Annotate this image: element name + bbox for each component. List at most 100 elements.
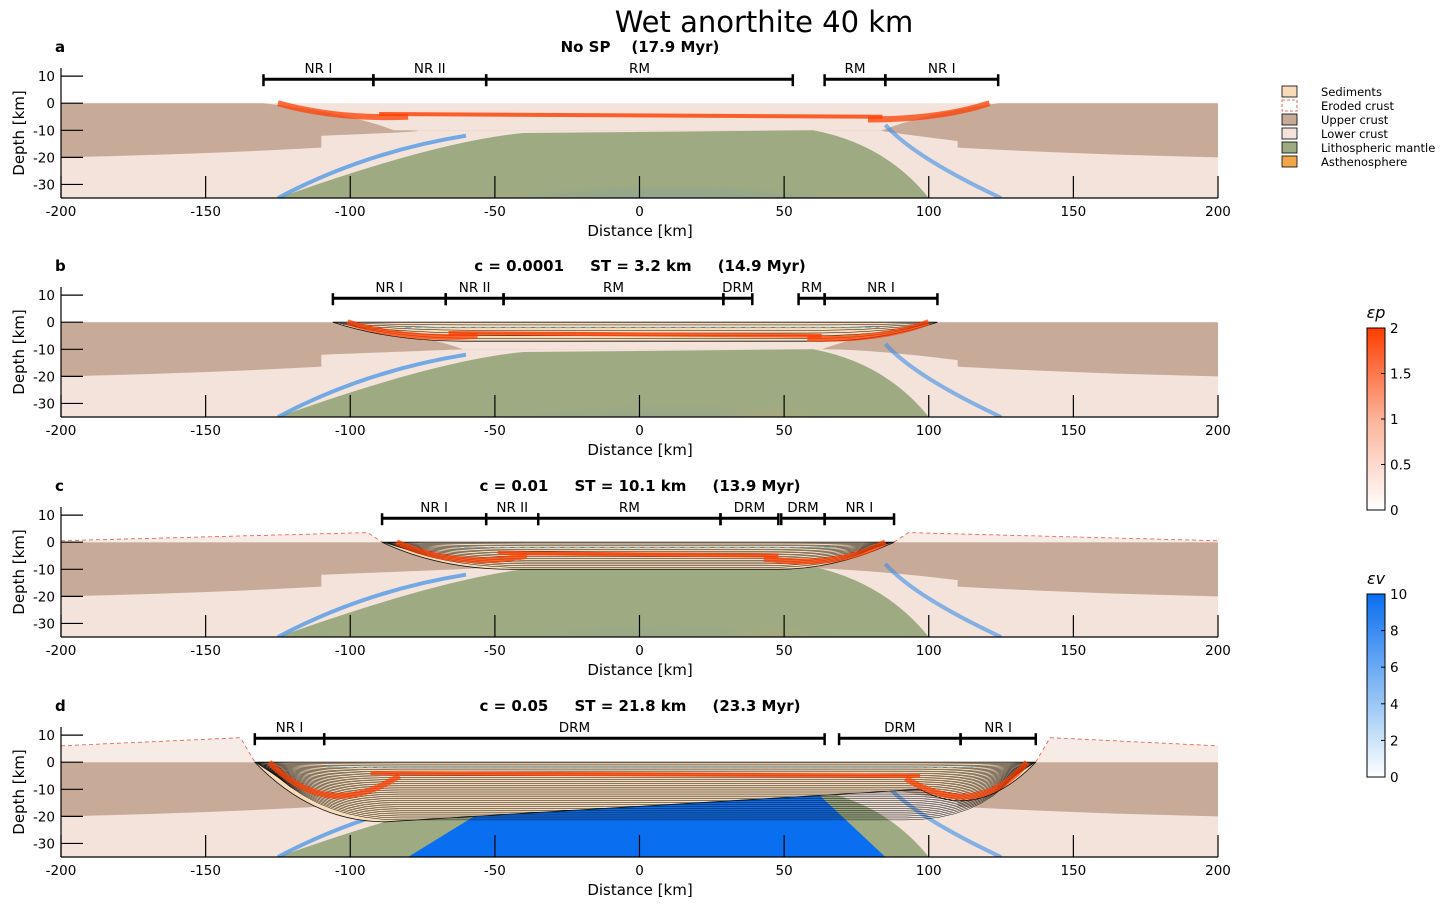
legend-item: Sediments (1281, 85, 1382, 99)
sediment-layer-line (336, 322, 935, 326)
plastic-strain-center (497, 551, 779, 558)
colorbar-tick-label: 4 (1390, 697, 1399, 713)
sediment-layer-line (261, 766, 1030, 780)
sediment-layer-line (274, 774, 1016, 815)
y-tick-label: 10 (38, 728, 55, 744)
sediment-layer-line (383, 542, 893, 545)
legend-swatch (1281, 141, 1298, 154)
panel-subtitle: No SP (17.9 Myr) (561, 38, 720, 56)
sediment-layer-line (276, 775, 1015, 819)
cross-section (61, 737, 1218, 857)
sediment-layer-line (265, 769, 1025, 792)
x-tick-label: 100 (916, 863, 942, 879)
domain-bracket: NR II (372, 61, 488, 87)
x-tick-label: -100 (335, 423, 366, 439)
asthenosphere-upwelling (682, 574, 857, 637)
sediment-layer-line (385, 542, 891, 547)
domain-label: NR I (867, 280, 895, 296)
sediment-layer-line (260, 765, 1030, 778)
panel-letter: a (55, 38, 65, 56)
eroded-crust-left (61, 737, 256, 763)
x-axis-label: Distance [km] (587, 222, 692, 240)
x-tick-label: -150 (190, 423, 221, 439)
x-tick-label: 50 (776, 423, 793, 439)
cross-section (61, 100, 1218, 198)
x-tick-label: 100 (916, 643, 942, 659)
domain-bracket: DRM (779, 500, 826, 526)
panel-subtitle: c = 0.0001 ST = 3.2 km (14.9 Myr) (474, 257, 806, 275)
colorbar-tick-label: 0.5 (1390, 458, 1411, 474)
figure-title: Wet anorthite 40 km (615, 5, 914, 39)
legend-item: Lower crust (1281, 127, 1388, 141)
plastic-strain-left (346, 319, 478, 340)
legend-item: Asthenosphere (1281, 155, 1407, 169)
y-tick-label: -10 (33, 123, 55, 139)
panel-letter: b (55, 257, 66, 275)
y-tick-label: -30 (33, 616, 55, 632)
x-tick-label: -200 (46, 204, 77, 220)
x-tick-label: 100 (916, 204, 942, 220)
domain-label: NR II (496, 500, 528, 516)
plastic-strain-center (370, 771, 921, 778)
shear-band-right (883, 342, 1002, 417)
x-tick-label: 200 (1205, 423, 1231, 439)
colorbar-tick-label: 1.5 (1390, 367, 1411, 383)
domain-label: DRM (559, 720, 590, 736)
domain-bracket: DRM (837, 720, 962, 746)
legend-label: Sediments (1321, 85, 1382, 99)
panel-d: d c = 0.05 ST = 21.8 km (23.3 Myr) NR I DRM… (10, 697, 1231, 899)
y-tick-label: 0 (46, 315, 55, 331)
x-tick-label: -150 (190, 643, 221, 659)
legend-label: Eroded crust (1321, 99, 1394, 113)
legend-item: Lithospheric mantle (1281, 141, 1435, 155)
domain-bracket: NR I (380, 500, 488, 526)
x-tick-label: -100 (335, 204, 366, 220)
colorbar-tick-label: 10 (1390, 587, 1407, 603)
domain-bracket: NR II (484, 500, 540, 526)
legend-item: Upper crust (1281, 113, 1389, 127)
x-tick-label: 50 (776, 643, 793, 659)
x-tick-label: -50 (484, 204, 506, 220)
sediment-layer-line (268, 771, 1022, 799)
domain-bracket: DRM (322, 720, 826, 746)
x-tick-label: 50 (776, 863, 793, 879)
y-axis-label: Depth [km] (10, 309, 28, 394)
sediment-layer-line (256, 762, 1035, 767)
plastic-strain-right (868, 100, 991, 123)
panel-b: b c = 0.0001 ST = 3.2 km (14.9 Myr) NR I NR… (10, 257, 1231, 459)
x-tick-label: 150 (1060, 423, 1086, 439)
shear-band-right (883, 562, 1002, 637)
domain-bracket: DRM (722, 280, 754, 306)
y-tick-label: -10 (33, 782, 55, 798)
axes: 100-10-20-30-200 -150 -100 -50 0 50 100 150 200D… (10, 287, 1231, 459)
plastic-strain-left (267, 760, 402, 799)
sediment-layer-line (268, 770, 1023, 798)
panel-a: a No SP (17.9 Myr)NR I NR II RM RM NR I100-10… (10, 38, 1231, 240)
domain-label: RM (603, 280, 624, 296)
sediment-layer-line (257, 763, 1033, 771)
domain-bracket: NR I (262, 61, 375, 87)
y-tick-label: 10 (38, 69, 55, 85)
legend-swatch (1281, 85, 1298, 98)
eroded-crust-fill (894, 532, 1218, 543)
plastic-strain-right (904, 760, 1030, 800)
sediment-layer-line (264, 768, 1027, 788)
colorbar-tick-label: 8 (1390, 624, 1399, 640)
sediment-layer-line (267, 770, 1024, 796)
y-tick-label: -20 (33, 589, 55, 605)
panel-subtitle: c = 0.05 ST = 21.8 km (23.3 Myr) (479, 697, 800, 715)
x-tick-label: -100 (335, 643, 366, 659)
y-axis-label: Depth [km] (10, 529, 28, 614)
y-tick-label: 0 (46, 96, 55, 112)
domain-label: DRM (734, 500, 765, 516)
plastic-strain-center (379, 112, 883, 119)
sediment-layer-line (389, 544, 887, 552)
colorbar-tick-label: 6 (1390, 660, 1399, 676)
sediment-layer-line (263, 767, 1027, 786)
x-axis-label: Distance [km] (587, 661, 692, 679)
y-tick-label: -10 (33, 342, 55, 358)
y-tick-label: 0 (46, 755, 55, 771)
domain-label: NR I (375, 280, 403, 296)
sediment-layer-line (275, 775, 1016, 817)
